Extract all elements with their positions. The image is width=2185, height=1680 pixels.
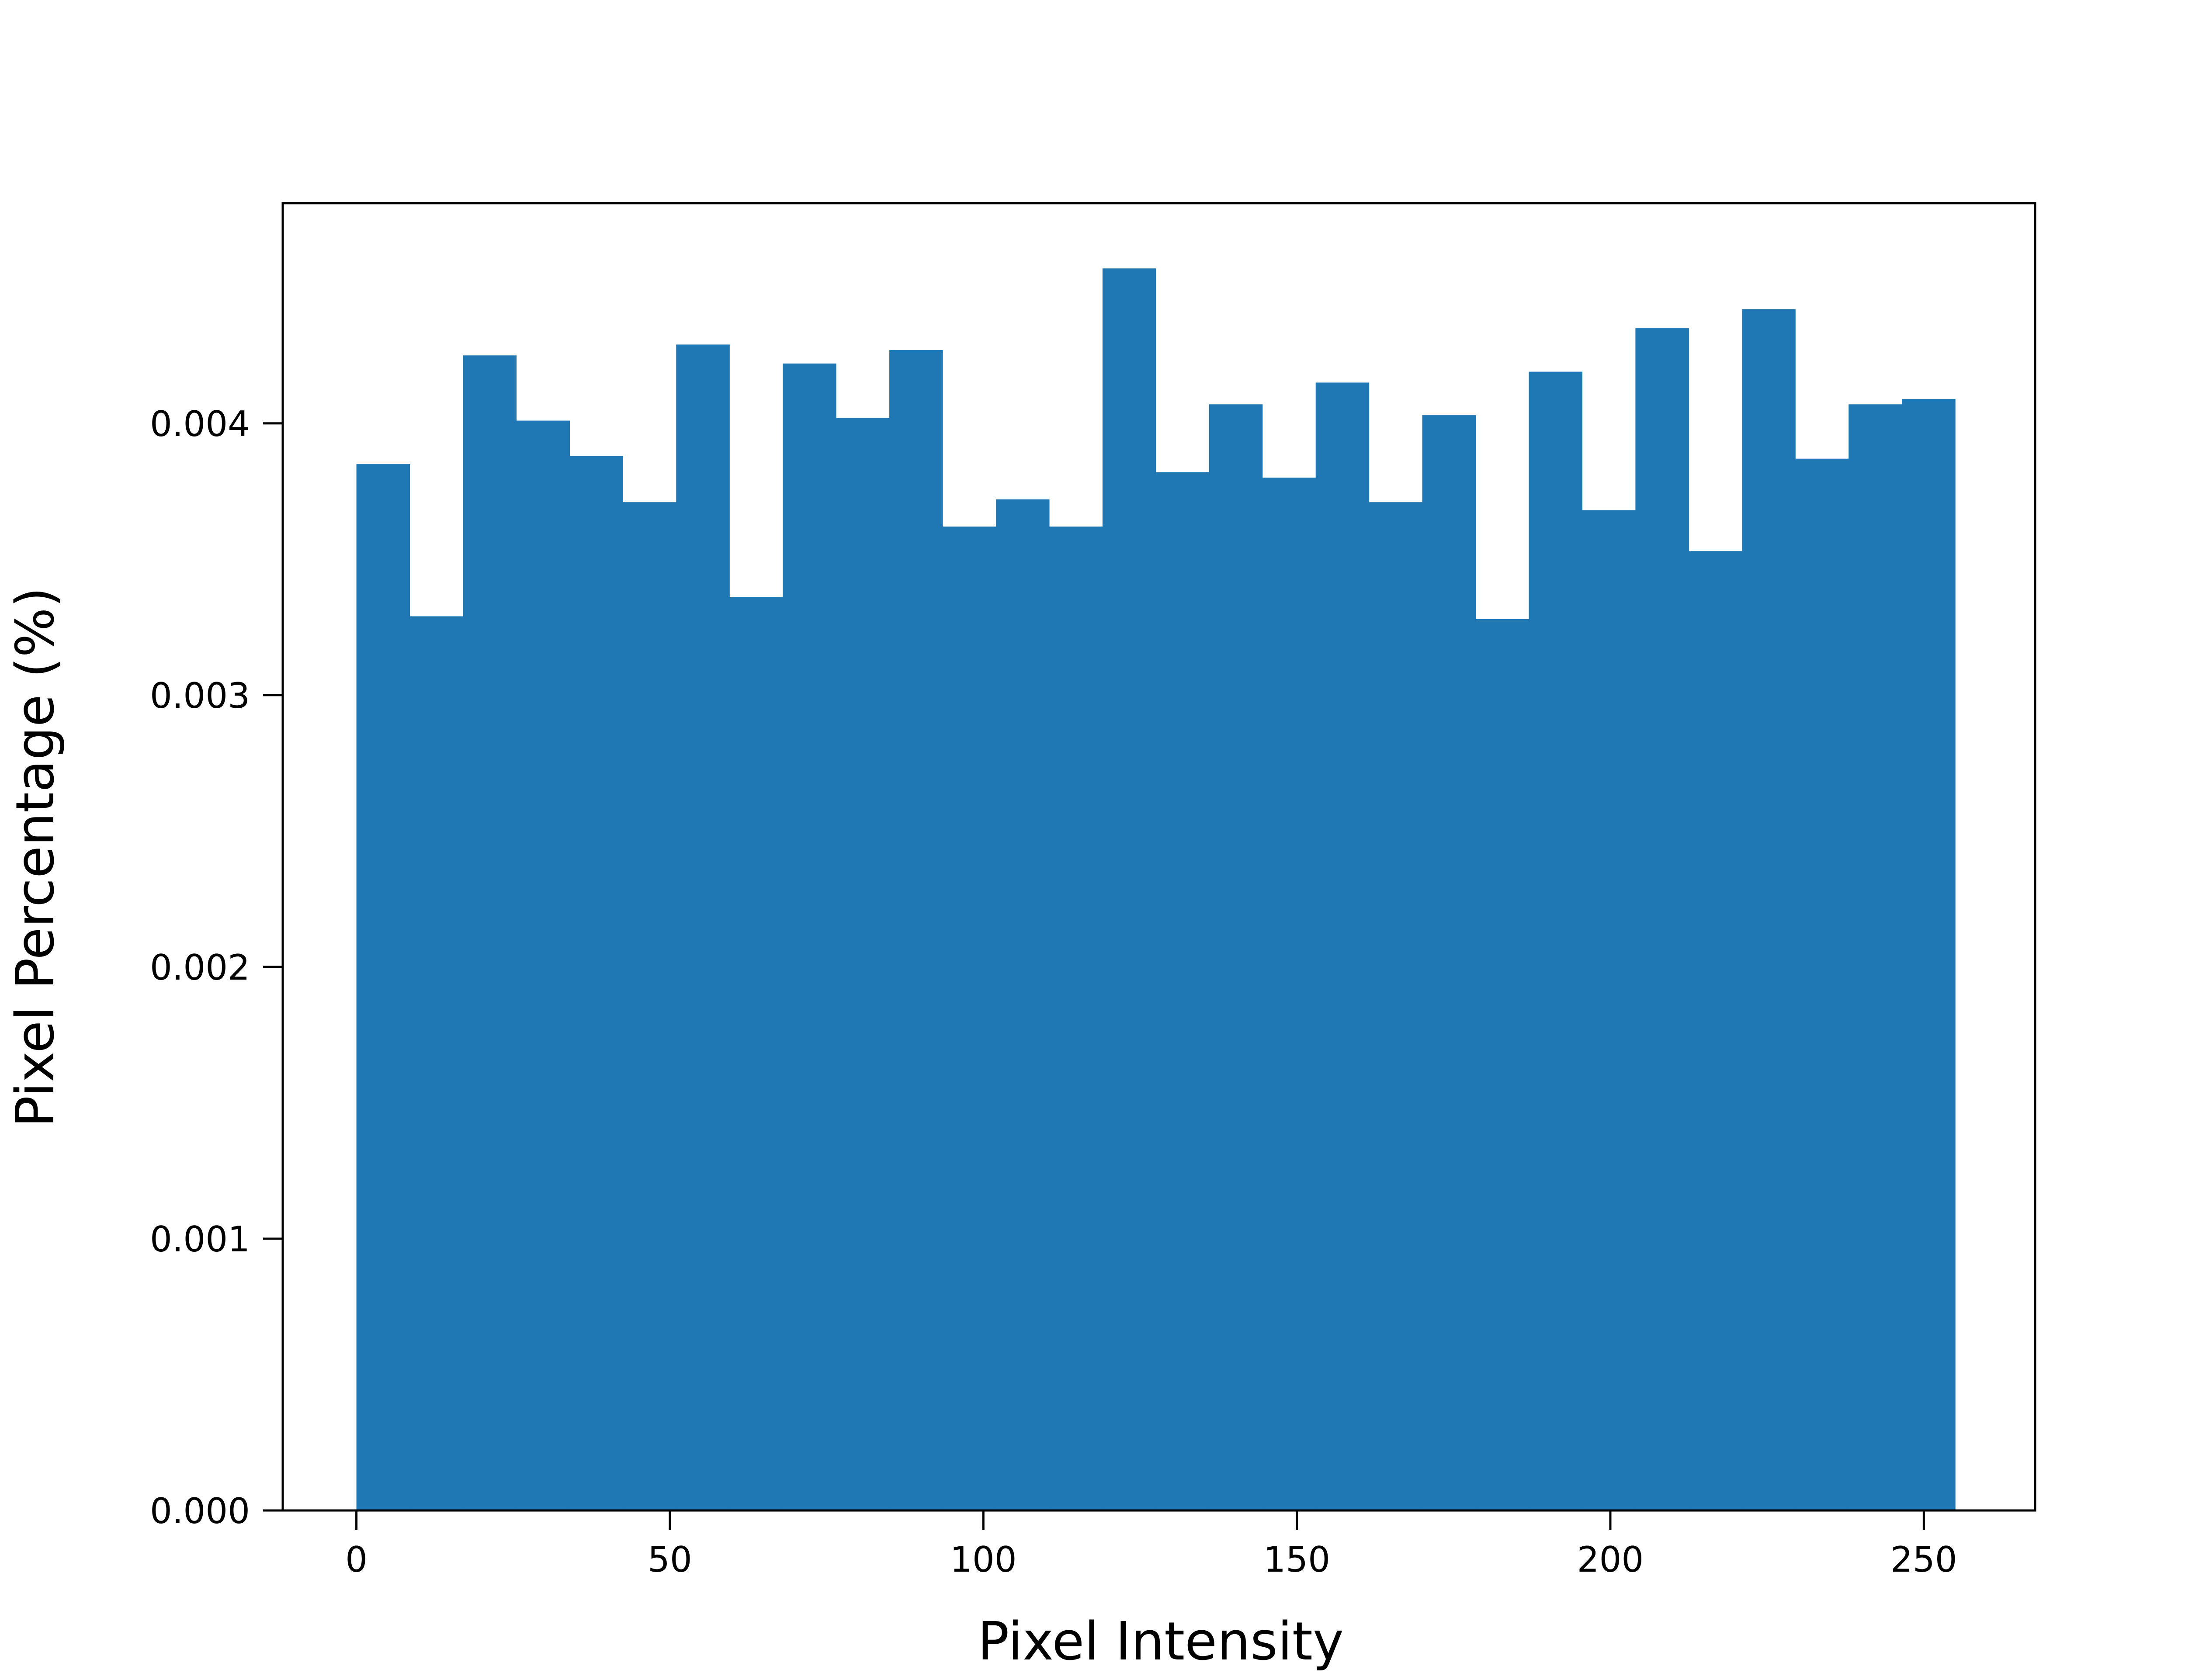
y-tick-label: 0.004 [150,404,250,444]
bars-layer [356,268,1956,1511]
histogram-bar [729,597,783,1510]
histogram-bar [889,350,943,1511]
y-axis-label: Pixel Percentage (%) [5,587,66,1128]
x-tick-label: 100 [950,1539,1017,1580]
y-tick-label: 0.001 [150,1219,250,1260]
histogram-bar [569,456,623,1510]
histogram-bar [1795,458,1849,1510]
axes-layer: 0 50 100 150 200 250 0.000 0.001 0.002 0.003 0.004 [150,202,2036,1580]
y-tick-label: 0.003 [150,675,250,716]
y-tick-label: 0.000 [150,1491,250,1531]
histogram-bar [943,527,996,1510]
histogram-bar [1475,619,1530,1510]
histogram-bar [1849,404,1902,1510]
histogram-bar [1155,472,1210,1511]
x-tick-label: 250 [1890,1539,1957,1580]
y-tick-label: 0.002 [150,947,250,988]
histogram-bar [783,364,836,1510]
histogram-bar [1315,382,1370,1510]
histogram-bar [1635,328,1689,1510]
histogram-bar [1422,415,1476,1511]
histogram-bar [1742,309,1796,1510]
histogram-bar [463,355,517,1510]
histogram-bar [409,616,464,1510]
histogram-bar [1369,502,1423,1510]
histogram-bar [516,420,570,1511]
histogram-bar [1209,404,1263,1510]
x-axis-label: Pixel Intensity [978,1611,1344,1672]
plot-frame [281,202,2036,1512]
histogram-bar [1102,268,1156,1510]
histogram-bar [995,499,1050,1510]
histogram-bar [1262,478,1316,1510]
histogram-bar [1582,510,1636,1511]
histogram-bar [1529,371,1583,1511]
x-tick-label: 50 [648,1539,692,1580]
histogram-bar [1902,398,1956,1510]
histogram-bar [1049,527,1103,1510]
histogram-bar [1689,551,1742,1510]
x-tick-label: 200 [1577,1539,1644,1580]
x-tick-label: 150 [1263,1539,1330,1580]
x-tick-label: 0 [345,1539,368,1580]
histogram-bar [623,502,676,1510]
histogram-bar [676,344,730,1511]
histogram-bar [356,464,410,1510]
histogram-bar [836,418,890,1511]
